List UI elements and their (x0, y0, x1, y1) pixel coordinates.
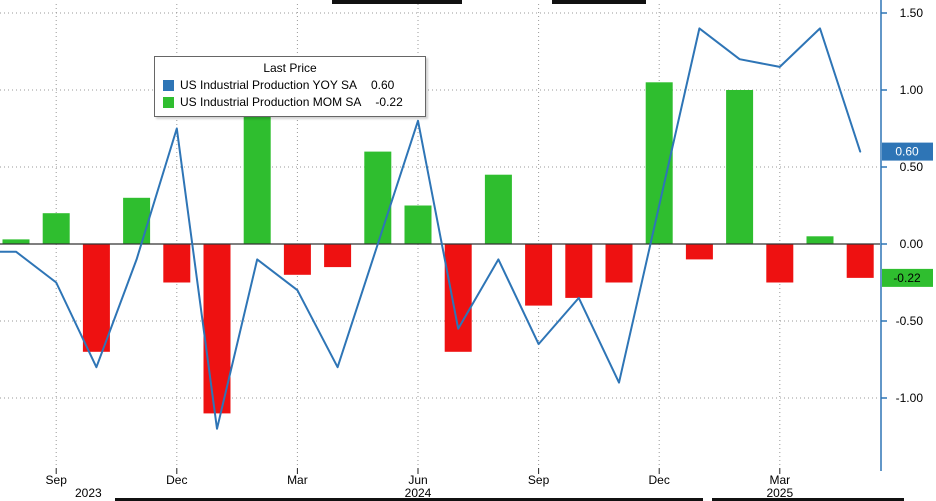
yoy-series-marker (163, 80, 174, 91)
x-axis-month-label: Mar (287, 473, 308, 487)
mom-bar (404, 205, 432, 244)
mom-bar (726, 90, 754, 244)
legend: Last Price US Industrial Production YOY … (154, 56, 426, 117)
mom-bar (42, 213, 70, 244)
legend-value-mom: -0.22 (375, 95, 403, 109)
mom-bar (364, 151, 392, 244)
mom-bar (444, 244, 472, 352)
last-price-tag (882, 268, 933, 287)
legend-item-mom: US Industrial Production MOM SA -0.22 (163, 94, 417, 111)
y-axis-tick-label: 0.00 (900, 237, 924, 251)
mom-bar (605, 244, 633, 283)
x-axis-month-label: Dec (166, 473, 187, 487)
mom-bar (484, 174, 512, 244)
x-axis-year-label: 2025 (766, 486, 793, 500)
cropped-text-artifact (115, 498, 703, 501)
last-price-tag-label: 0.60 (895, 145, 919, 159)
mom-bar (203, 244, 231, 414)
x-axis-month-label: Mar (769, 473, 790, 487)
mom-series-marker (163, 97, 174, 108)
cropped-text-artifact (552, 0, 646, 4)
last-price-tag-label: -0.22 (893, 271, 921, 285)
y-axis-tick-label: 0.50 (900, 160, 924, 174)
yoy-line (0, 27, 862, 430)
mom-bar (243, 113, 271, 244)
cropped-text-artifact (332, 0, 462, 4)
x-axis-month-label: Sep (528, 473, 550, 487)
mom-bar (163, 244, 191, 283)
mom-bar (685, 244, 713, 260)
legend-item-yoy: US Industrial Production YOY SA 0.60 (163, 77, 417, 94)
cropped-text-artifact (712, 498, 904, 501)
x-axis-month-label: Dec (649, 473, 670, 487)
y-axis-tick-label: -1.00 (896, 391, 924, 405)
legend-value-yoy: 0.60 (370, 78, 395, 92)
x-axis-year-label: 2024 (405, 486, 432, 500)
mom-bar (283, 244, 311, 275)
mom-bar (806, 236, 834, 244)
mom-bar (2, 239, 30, 244)
mom-bar (82, 244, 110, 352)
x-axis-month-label: Sep (46, 473, 68, 487)
y-axis-tick-label: 1.50 (900, 6, 924, 20)
mom-bar (766, 244, 794, 283)
y-axis-tick-label: -0.50 (896, 314, 924, 328)
x-axis-month-label: Jun (408, 473, 427, 487)
mom-bar (846, 244, 874, 278)
mom-bar (123, 197, 151, 244)
x-axis-year-label: 2023 (75, 486, 102, 500)
legend-label-yoy: US Industrial Production YOY SA (180, 78, 357, 92)
mom-bar (324, 244, 352, 268)
legend-title: Last Price (263, 61, 317, 75)
legend-label-mom: US Industrial Production MOM SA (180, 95, 362, 109)
mom-bar (565, 244, 593, 298)
mom-bar (525, 244, 553, 306)
y-axis-tick-label: 1.00 (900, 83, 924, 97)
last-price-tag (882, 142, 933, 161)
